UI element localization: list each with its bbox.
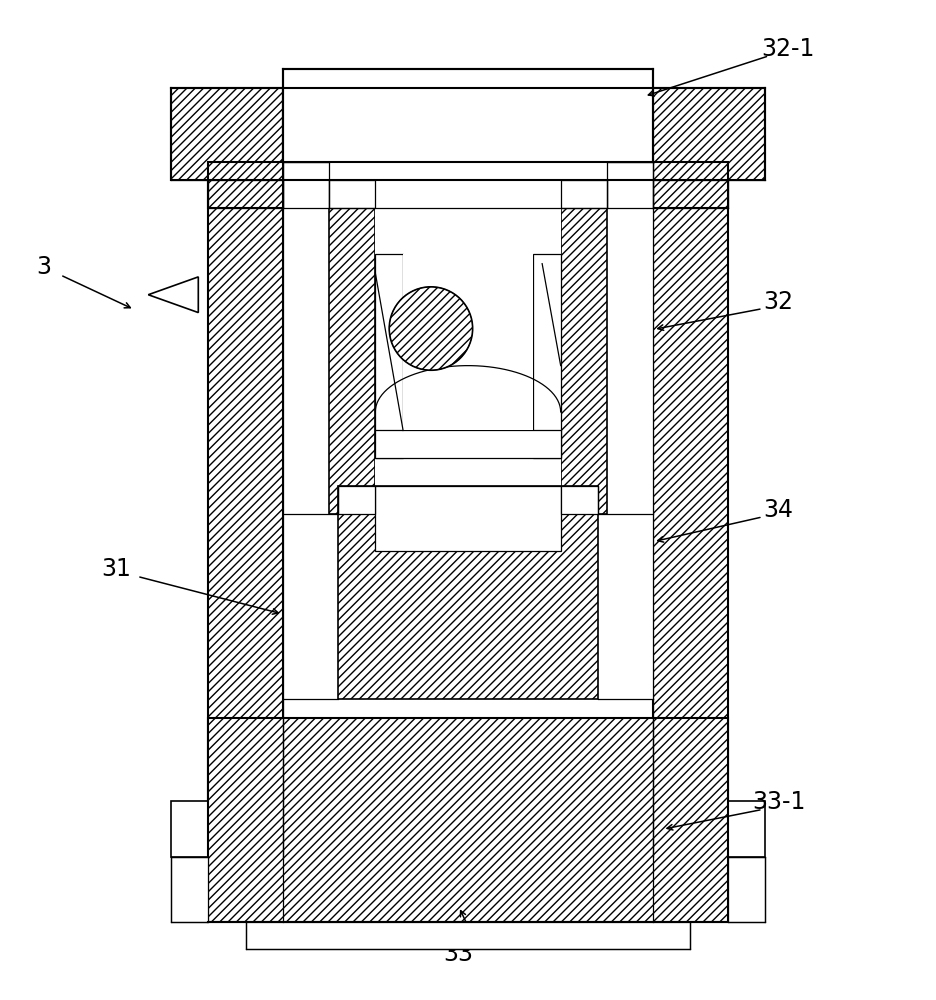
Bar (653, 88, 765, 180)
Bar (727, 801, 765, 857)
Bar (338, 486, 598, 699)
Bar (283, 69, 653, 162)
Circle shape (389, 287, 473, 370)
Text: 33: 33 (444, 942, 474, 966)
Text: 34: 34 (764, 498, 794, 522)
Bar (209, 162, 283, 208)
Bar (727, 857, 765, 922)
Bar (375, 254, 403, 458)
Bar (653, 180, 727, 857)
Bar (171, 88, 283, 180)
Text: 3: 3 (36, 255, 51, 279)
Bar (329, 180, 375, 208)
Bar (533, 254, 561, 458)
Text: 32-1: 32-1 (761, 37, 814, 61)
Text: 31: 31 (101, 557, 131, 581)
Bar (209, 718, 727, 922)
Bar (653, 162, 727, 208)
Bar (171, 801, 209, 857)
Bar (607, 162, 653, 208)
Text: 33-1: 33-1 (752, 790, 805, 814)
Bar (561, 180, 607, 514)
Bar (283, 180, 653, 699)
Bar (375, 430, 561, 458)
Bar (403, 254, 533, 430)
Bar (245, 922, 691, 949)
Bar (283, 162, 329, 208)
Bar (561, 486, 598, 514)
Bar (375, 180, 561, 514)
Bar (329, 180, 375, 514)
Bar (338, 486, 375, 514)
Bar (209, 180, 283, 857)
Bar (561, 180, 607, 208)
Text: 32: 32 (764, 290, 794, 314)
Bar (375, 486, 561, 551)
Bar (171, 857, 209, 922)
